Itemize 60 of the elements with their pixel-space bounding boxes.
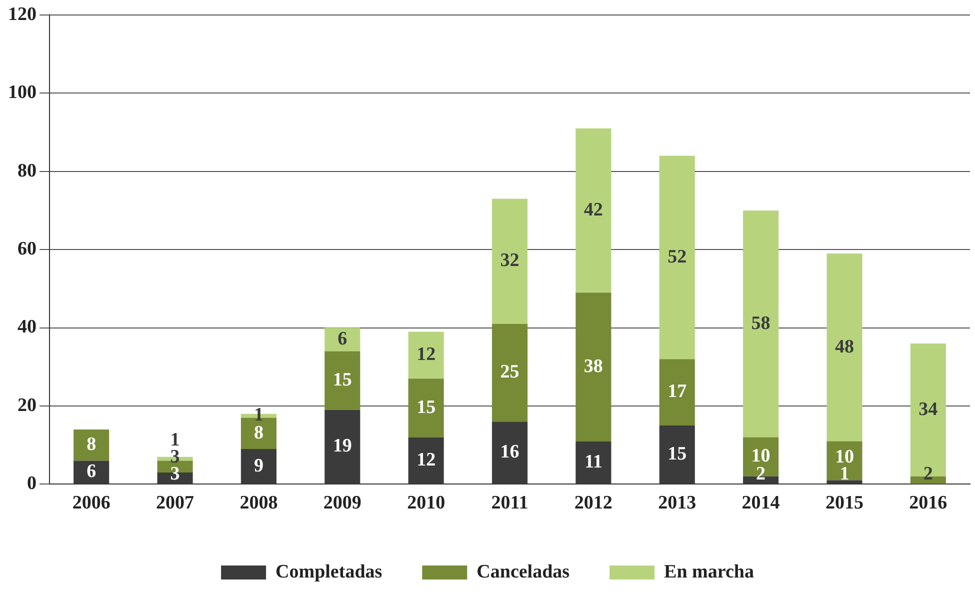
- data-label: 15: [416, 396, 436, 418]
- x-tick-label: 2014: [742, 492, 780, 514]
- data-label: 42: [584, 199, 603, 220]
- data-label: 6: [86, 461, 96, 482]
- data-label: 16: [500, 442, 520, 463]
- bar: [659, 359, 695, 426]
- x-tick-label: 2008: [240, 492, 278, 514]
- data-label: 25: [500, 362, 520, 383]
- y-tick-label: 120: [8, 4, 36, 25]
- bar: [576, 292, 612, 442]
- x-tick-label: 2013: [658, 492, 696, 514]
- data-label: 8: [86, 434, 96, 456]
- legend-label: Canceladas: [476, 561, 570, 582]
- y-tick-label: 20: [18, 394, 36, 416]
- data-label: 1: [170, 430, 180, 451]
- bar: [324, 328, 360, 352]
- y-tick-label: 40: [18, 316, 36, 338]
- data-label: 2: [923, 464, 933, 485]
- data-label: 38: [584, 356, 603, 377]
- data-label: 34: [918, 398, 938, 420]
- data-label: 15: [668, 444, 687, 465]
- x-tick-label: 2016: [909, 492, 948, 514]
- x-tick-label: 2007: [156, 492, 195, 514]
- x-tick-label: 2011: [491, 492, 528, 514]
- legend-label: En marcha: [664, 561, 754, 582]
- bar: [576, 128, 612, 293]
- data-label: 12: [416, 449, 436, 470]
- x-tick-label: 2006: [72, 492, 110, 514]
- bar: [492, 198, 528, 324]
- x-tick-label: 2010: [407, 492, 446, 514]
- x-tick-label: 2009: [323, 492, 362, 514]
- x-tick-label: 2015: [825, 492, 864, 514]
- data-label: 52: [668, 246, 687, 268]
- data-label: 9: [254, 455, 264, 476]
- data-label: 32: [500, 250, 520, 272]
- data-label: 11: [584, 451, 602, 472]
- data-label: 12: [416, 344, 436, 366]
- bar: [324, 351, 360, 410]
- data-label: 58: [751, 312, 770, 334]
- data-label: 3: [170, 464, 180, 485]
- y-tick-label: 60: [18, 238, 36, 260]
- data-label: 19: [332, 436, 352, 457]
- bar: [408, 332, 444, 379]
- legend-label: Completadas: [276, 561, 382, 582]
- bar: [826, 441, 862, 480]
- y-tick-label: 100: [8, 82, 36, 104]
- bar: [826, 254, 862, 442]
- y-tick-label: 80: [18, 160, 36, 182]
- bar: [659, 156, 695, 360]
- data-label: 15: [332, 369, 352, 390]
- y-tick-label: 0: [27, 473, 36, 494]
- bar: [492, 324, 528, 422]
- data-label: 8: [254, 422, 264, 444]
- data-label: 48: [834, 336, 854, 358]
- data-label: 6: [338, 328, 348, 350]
- bar: [408, 378, 444, 438]
- bar: [743, 210, 779, 438]
- bar: [74, 429, 110, 461]
- data-label: 17: [668, 381, 688, 402]
- x-tick-label: 2012: [574, 492, 612, 514]
